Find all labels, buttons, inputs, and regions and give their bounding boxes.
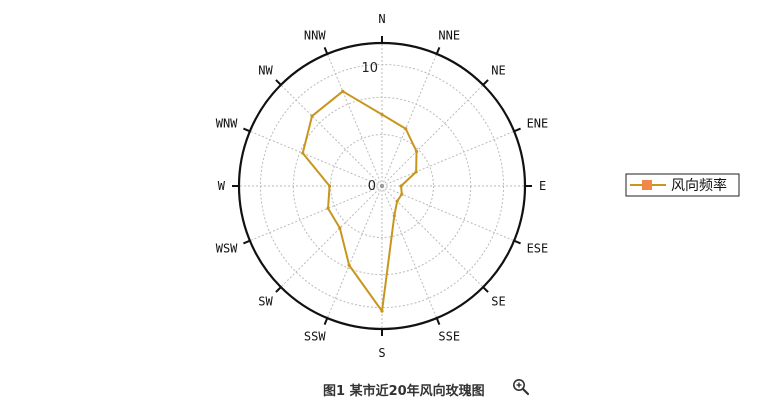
series-line (301, 90, 418, 313)
direction-label-ssw: SSW (304, 330, 326, 344)
direction-tick (275, 286, 282, 293)
radial-tick-labels: 0 10 (361, 61, 378, 194)
direction-label-nne: NNE (438, 28, 460, 42)
legend-box (625, 173, 740, 197)
data-point-e (399, 184, 403, 188)
direction-tick (243, 127, 251, 133)
data-point-ne (414, 149, 419, 154)
data-point-wsw (326, 206, 330, 210)
grid-spoke (381, 84, 484, 187)
data-point-nne (404, 127, 408, 131)
center-dot (379, 183, 385, 189)
direction-label-ene: ENE (527, 117, 549, 131)
data-point-se (395, 199, 399, 203)
polar-grid (232, 36, 532, 336)
legend-marker (642, 180, 652, 190)
direction-label-se: SE (491, 294, 505, 308)
direction-label-sse: SSE (438, 330, 460, 344)
direction-label-wnw: WNW (216, 117, 238, 131)
direction-tick (323, 317, 329, 325)
chart-caption: 图1 某市近20年风向玫瑰图 (323, 384, 485, 399)
data-point-sw (338, 226, 342, 230)
direction-tick (275, 79, 282, 86)
zoom-in-icon[interactable] (512, 378, 530, 396)
series-layer (301, 89, 419, 313)
direction-label-s: S (378, 346, 385, 360)
radial-tick-10: 10 (361, 61, 378, 76)
direction-label-wsw: WSW (216, 241, 238, 255)
direction-tick (323, 47, 329, 55)
data-point-nw (310, 114, 314, 118)
data-point-ssw (347, 263, 351, 267)
legend-label: 风向频率 (671, 177, 727, 194)
direction-labels: N NNE NE ENE E ESE SE SSE S SSW SW WSW W WNW NW NNW (216, 12, 549, 360)
data-point-ene (414, 170, 418, 174)
direction-label-w: W (218, 179, 226, 193)
grid-spoke (381, 130, 515, 187)
direction-label-sw: SW (258, 294, 273, 308)
radial-tick-0: 0 (368, 179, 376, 194)
grid-spoke (280, 185, 383, 288)
direction-label-ese: ESE (527, 241, 549, 255)
direction-tick (513, 239, 521, 245)
direction-tick (513, 127, 521, 133)
data-point-sse (392, 214, 396, 218)
data-point-ese (400, 192, 404, 196)
data-point-w (327, 184, 332, 188)
direction-tick (482, 79, 489, 86)
direction-tick (435, 317, 441, 325)
direction-label-e: E (539, 179, 546, 193)
direction-label-ne: NE (491, 64, 505, 78)
data-point-wnw (301, 151, 305, 155)
data-point-nnw (341, 89, 345, 93)
direction-tick (435, 47, 441, 55)
direction-label-nw: NW (258, 64, 273, 78)
legend: 风向频率 (625, 173, 740, 197)
data-point-n (380, 112, 384, 117)
direction-label-nnw: NNW (304, 28, 326, 42)
direction-label-n: N (378, 12, 385, 26)
direction-tick (482, 286, 489, 293)
data-point-s (380, 309, 384, 313)
direction-tick (243, 239, 251, 245)
grid-spoke (249, 130, 383, 187)
grid-spoke (249, 185, 383, 242)
